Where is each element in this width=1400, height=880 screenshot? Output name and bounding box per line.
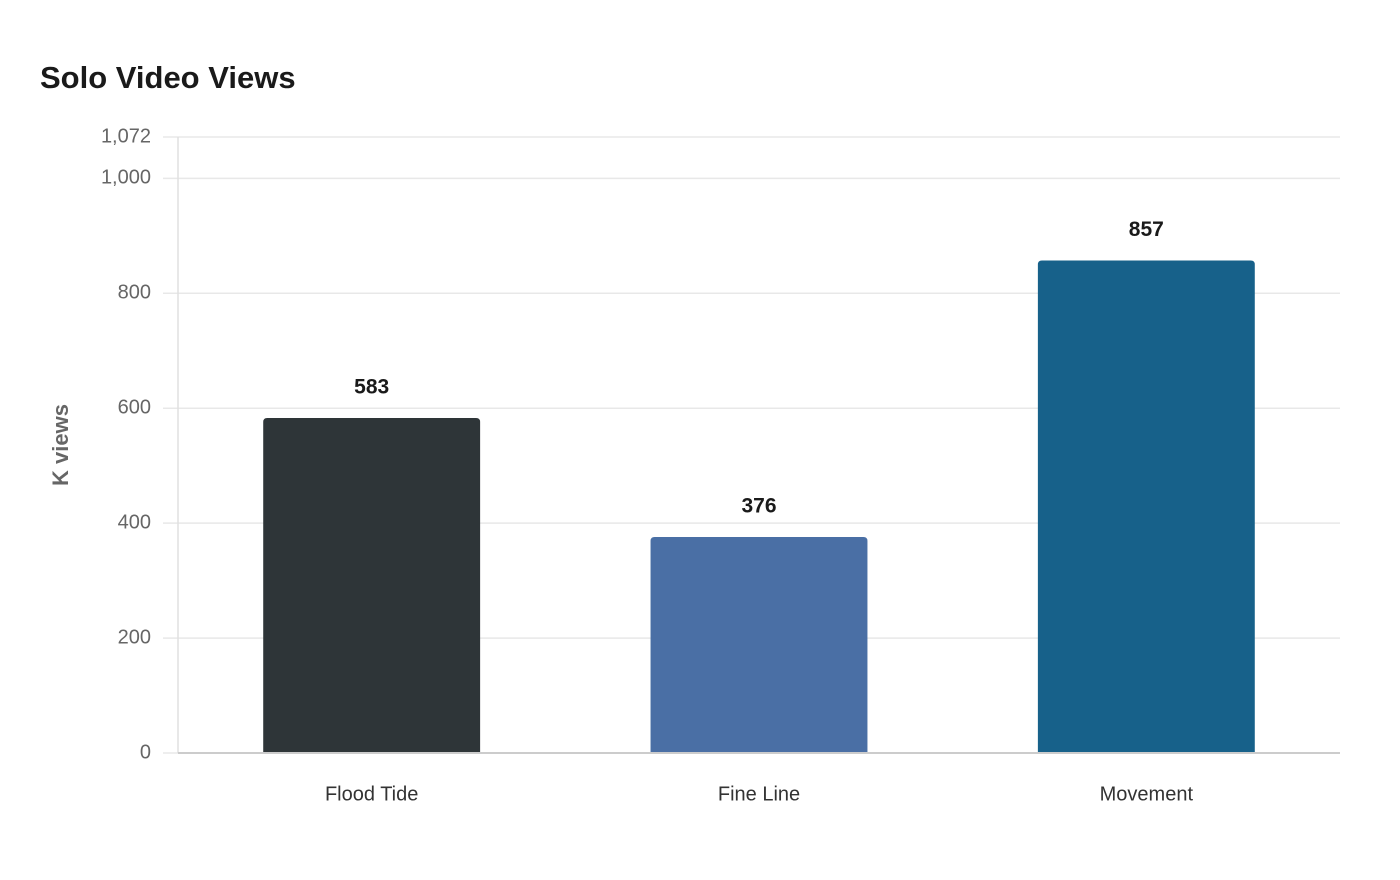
bar [263, 417, 481, 753]
y-axis-title: K views [48, 404, 73, 486]
y-tick-label: 800 [118, 282, 151, 304]
bar [1037, 260, 1255, 753]
x-tick-label: Fine Line [718, 783, 800, 805]
y-tick-label: 0 [140, 741, 151, 763]
y-tick-label: 1,072 [101, 125, 151, 147]
y-tick-label: 600 [118, 397, 151, 419]
y-tick-label: 200 [118, 626, 151, 648]
chart-title: Solo Video Views [40, 60, 296, 95]
y-tick-label: 400 [118, 511, 151, 533]
data-label: 583 [354, 376, 389, 399]
data-label: 857 [1129, 218, 1164, 241]
y-tick-label: 1,000 [101, 167, 151, 189]
bar [650, 536, 868, 753]
x-tick-label: Movement [1100, 783, 1194, 805]
x-tick-label: Flood Tide [325, 783, 418, 805]
data-label: 376 [741, 494, 776, 517]
